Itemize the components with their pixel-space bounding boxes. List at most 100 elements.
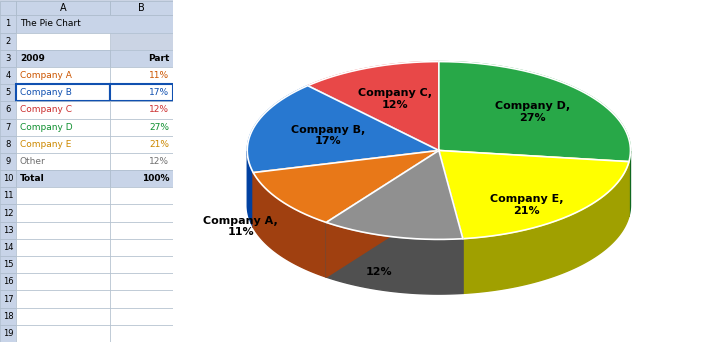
Text: 12%: 12% <box>149 105 169 115</box>
Bar <box>16 273 110 290</box>
Text: Total: Total <box>20 174 44 183</box>
Polygon shape <box>439 150 629 216</box>
Bar <box>110 205 173 222</box>
Bar <box>0 84 16 101</box>
Polygon shape <box>253 150 439 227</box>
Bar <box>0 222 16 239</box>
Text: Company D: Company D <box>20 123 73 132</box>
Text: Company D,
27%: Company D, 27% <box>495 102 570 123</box>
Text: 27%: 27% <box>149 123 169 132</box>
Text: Other: Other <box>20 157 46 166</box>
Bar <box>16 101 110 119</box>
Bar <box>16 222 110 239</box>
Text: 21%: 21% <box>149 140 169 149</box>
Text: 8: 8 <box>6 140 11 149</box>
Text: 11%: 11% <box>149 71 169 80</box>
Text: 9: 9 <box>6 157 11 166</box>
Polygon shape <box>629 151 630 216</box>
Text: 6: 6 <box>6 105 11 115</box>
Polygon shape <box>326 150 463 239</box>
Text: 15: 15 <box>3 260 13 269</box>
Bar <box>0 205 16 222</box>
Bar <box>110 325 173 342</box>
Text: 17%: 17% <box>149 88 169 97</box>
Bar <box>16 239 110 256</box>
Bar <box>0 273 16 290</box>
Polygon shape <box>326 150 439 277</box>
Text: Company B,
17%: Company B, 17% <box>291 125 366 146</box>
Bar <box>16 32 110 50</box>
Text: 12: 12 <box>3 209 13 218</box>
Text: 12%: 12% <box>149 157 169 166</box>
Text: 100%: 100% <box>142 174 169 183</box>
Text: Company A: Company A <box>20 71 72 80</box>
Text: B: B <box>138 3 145 13</box>
Bar <box>110 67 173 84</box>
Bar <box>0 256 16 273</box>
Bar <box>0 239 16 256</box>
Text: 18: 18 <box>3 312 13 321</box>
Bar <box>16 290 110 307</box>
Text: Company E,
21%: Company E, 21% <box>490 194 564 216</box>
Text: 10: 10 <box>3 174 13 183</box>
Bar <box>16 256 110 273</box>
Bar <box>16 15 173 32</box>
Bar <box>110 84 173 101</box>
Polygon shape <box>307 62 439 150</box>
Bar <box>110 153 173 170</box>
Text: Company A,
11%: Company A, 11% <box>203 216 278 237</box>
Text: Company C: Company C <box>20 105 72 115</box>
FancyBboxPatch shape <box>162 0 705 342</box>
Polygon shape <box>326 222 463 294</box>
Text: 1: 1 <box>6 19 11 28</box>
Bar <box>16 307 110 325</box>
Bar <box>110 119 173 136</box>
Polygon shape <box>253 173 326 277</box>
Bar <box>16 153 110 170</box>
Polygon shape <box>247 86 439 173</box>
Bar <box>0 119 16 136</box>
Text: 17: 17 <box>3 294 13 304</box>
Bar <box>0 187 16 205</box>
Text: 13: 13 <box>3 226 13 235</box>
Bar <box>110 273 173 290</box>
Bar <box>16 170 110 187</box>
Bar <box>16 136 110 153</box>
Bar <box>110 290 173 307</box>
Bar <box>110 256 173 273</box>
Text: 11: 11 <box>3 192 13 200</box>
Polygon shape <box>439 150 463 293</box>
Text: Company B: Company B <box>20 88 72 97</box>
Bar <box>0 325 16 342</box>
Bar <box>16 84 110 101</box>
Bar <box>110 50 173 67</box>
Bar <box>16 67 110 84</box>
Bar <box>16 119 110 136</box>
Text: 7: 7 <box>6 123 11 132</box>
Text: 2: 2 <box>6 37 11 46</box>
Bar <box>110 239 173 256</box>
Bar <box>0 50 16 67</box>
Polygon shape <box>463 162 629 293</box>
Bar <box>110 170 173 187</box>
Bar <box>110 1 173 15</box>
Bar <box>110 136 173 153</box>
Bar <box>0 153 16 170</box>
Polygon shape <box>439 150 629 216</box>
Text: 2009: 2009 <box>20 54 44 63</box>
Text: Part: Part <box>148 54 169 63</box>
Text: 4: 4 <box>6 71 11 80</box>
Text: 14: 14 <box>3 243 13 252</box>
Bar <box>16 325 110 342</box>
Text: 19: 19 <box>3 329 13 338</box>
Bar <box>0 136 16 153</box>
Bar <box>0 67 16 84</box>
Bar <box>110 187 173 205</box>
Polygon shape <box>253 150 439 222</box>
Bar <box>110 222 173 239</box>
Bar <box>0 307 16 325</box>
Text: 12%: 12% <box>366 267 393 277</box>
Bar <box>16 1 110 15</box>
Text: 16: 16 <box>3 277 13 286</box>
Polygon shape <box>326 150 439 277</box>
